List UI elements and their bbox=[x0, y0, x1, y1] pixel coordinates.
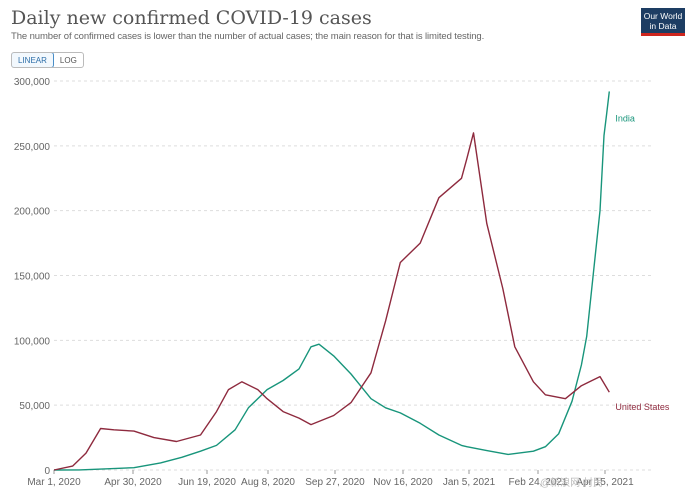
grid-layer bbox=[54, 80, 652, 471]
x-tick-label: Jan 5, 2021 bbox=[443, 477, 496, 488]
y-tick-label: 150,000 bbox=[14, 272, 51, 283]
x-tick-label: Apr 30, 2020 bbox=[104, 477, 162, 488]
y-tick-label: 100,000 bbox=[14, 336, 51, 347]
series-layer bbox=[53, 91, 610, 471]
x-tick-label: Sep 27, 2020 bbox=[305, 477, 365, 488]
y-axis: 0 50,000 100,000 150,000 200,000 250,000 300,0… bbox=[14, 77, 51, 477]
x-tick-label: Jun 19, 2020 bbox=[178, 477, 236, 488]
x-tick-label: Aug 8, 2020 bbox=[241, 477, 295, 488]
series-label-united-states: United States bbox=[615, 402, 670, 412]
series-label-india: India bbox=[615, 113, 635, 123]
series-line-united-states[interactable] bbox=[53, 132, 610, 471]
x-tick-label: Mar 1, 2020 bbox=[27, 477, 81, 488]
logo-line-2: in Data bbox=[649, 21, 677, 31]
x-tick-label: Apr 15, 2021 bbox=[576, 477, 634, 488]
chart-subtitle: The number of confirmed cases is lower t… bbox=[11, 31, 485, 42]
y-tick-label: 300,000 bbox=[14, 77, 51, 88]
logo-line-1: Our World bbox=[643, 11, 683, 21]
linear-scale-button[interactable]: LINEAR bbox=[11, 53, 54, 67]
scale-toggle: LINEAR LOG bbox=[11, 52, 84, 68]
series-labels: India United States bbox=[615, 113, 670, 412]
log-scale-button[interactable]: LOG bbox=[59, 56, 77, 65]
y-tick-label: 0 bbox=[44, 466, 50, 477]
owid-logo[interactable]: Our World in Data bbox=[641, 8, 685, 36]
x-axis: Mar 1, 2020 Apr 30, 2020 Jun 19, 2020 Aug 8… bbox=[27, 470, 634, 488]
y-tick-label: 250,000 bbox=[14, 142, 51, 153]
x-tick-label: Feb 24, 2021 bbox=[509, 477, 568, 488]
y-tick-label: 50,000 bbox=[19, 401, 50, 412]
chart-title: Daily new confirmed COVID-19 cases bbox=[11, 7, 372, 29]
y-tick-label: 200,000 bbox=[14, 207, 51, 218]
watermark: @新浪网 村民 bbox=[540, 478, 603, 489]
series-line-india[interactable] bbox=[53, 91, 610, 471]
x-tick-label: Nov 16, 2020 bbox=[373, 477, 433, 488]
